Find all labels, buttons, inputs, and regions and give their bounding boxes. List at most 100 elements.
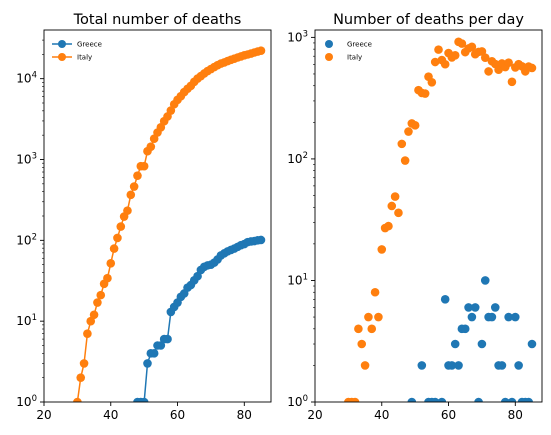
data-point [480,276,490,285]
data-point [374,312,383,322]
data-point [123,206,132,215]
data-point [360,361,370,370]
data-point [477,339,487,349]
data-point [497,361,507,370]
legend-label: Italy [347,54,362,62]
data-point [407,397,417,402]
legend-label: Italy [77,54,92,62]
data-point [470,303,480,312]
data-point [96,290,106,300]
data-point [457,39,467,48]
data-point [410,121,420,130]
y-tick-label: 102 [287,151,308,166]
series-italy [73,46,266,402]
x-tick-label: 40 [374,408,389,422]
series-line-greece [137,239,262,402]
data-point [507,77,517,87]
data-point [370,287,380,297]
data-point [126,190,136,200]
data-point [447,361,457,370]
data-point [86,316,96,326]
data-point [420,89,430,98]
data-point [507,397,517,402]
data-point [404,127,413,136]
chart-title: Number of deaths per day [333,12,524,28]
data-point [129,182,139,191]
data-point [364,312,373,322]
data-point [437,397,447,402]
data-point [504,58,513,67]
data-point [139,161,149,171]
y-tick-label: 101 [287,272,308,287]
data-point [390,192,400,201]
data-point [79,359,89,368]
x-tick-label: 20 [36,408,51,422]
data-point [524,397,533,402]
data-point [417,361,427,370]
data-point [484,67,493,76]
legend-marker [58,40,66,48]
data-point [460,324,470,334]
data-point [490,303,500,312]
data-point [400,156,410,165]
data-point [354,324,363,334]
legend-marker [325,40,333,48]
data-point [454,361,463,370]
data-point [166,106,176,115]
legend: Greece Italy [325,40,372,62]
data-point [149,349,159,358]
plot-area [73,46,266,402]
chart-panel-2: Number of deaths per day 20 40 60 80 100 101 10… [287,12,543,422]
data-point [450,51,460,60]
data-point [109,244,119,253]
x-tick-label: 60 [170,408,185,422]
axes-frame [314,29,543,403]
data-point [133,171,142,180]
legend-label: Greece [77,41,102,49]
data-point [427,77,437,87]
data-point [139,397,149,402]
data-point [514,361,523,370]
data-point [156,341,166,350]
data-point [440,59,450,69]
data-point [377,245,387,254]
data-point [83,329,92,338]
y-tick-label: 100 [287,394,308,409]
y-tick-label: 103 [287,29,308,44]
legend-marker [58,53,66,61]
data-point [450,339,460,349]
legend-label: Greece [347,41,372,49]
legend-marker [325,53,333,61]
series-italy [344,37,537,402]
data-point [367,324,377,334]
data-point [474,397,483,402]
data-point [397,139,407,149]
data-point [440,294,450,304]
data-point [146,142,156,151]
data-point [527,63,537,73]
data-point [350,397,360,402]
data-point [384,221,393,231]
data-point [143,359,152,368]
data-point [394,208,403,218]
data-point [116,222,126,231]
y-tick-label: 103 [16,151,37,166]
series-greece [407,276,537,402]
y-tick-label: 101 [16,313,37,328]
legend: Greece Italy [52,40,102,62]
data-point [430,397,440,402]
data-point [106,258,116,268]
data-point [387,201,397,211]
data-point [504,312,513,322]
y-tick-label: 100 [16,394,37,409]
series-greece [133,235,266,402]
data-point [113,233,122,243]
data-point [527,339,537,349]
data-point [500,397,510,402]
data-point [76,373,86,382]
data-point [430,57,440,67]
y-tick-label: 104 [16,71,37,86]
data-point [467,42,477,52]
data-point [357,339,367,349]
